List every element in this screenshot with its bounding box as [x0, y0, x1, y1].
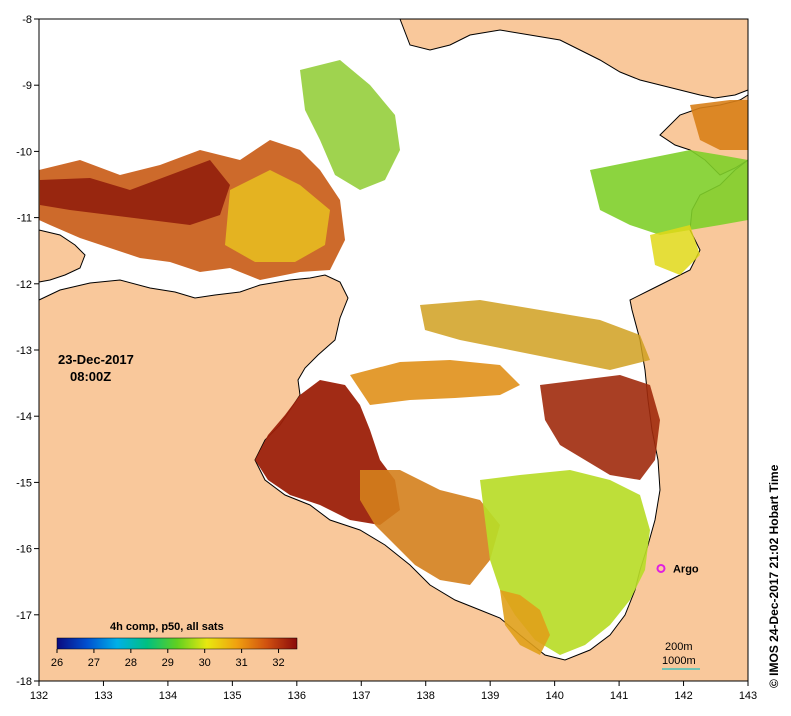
land-northern-territory — [38, 158, 749, 682]
sst-patch-scatter-north — [300, 60, 400, 190]
y-tick-label: -9 — [22, 80, 32, 92]
y-tick-label: -12 — [16, 279, 32, 291]
credit-text: © IMOS 24-Dec-2017 21:02 Hobart Time — [767, 464, 781, 688]
sst-patch-central-orange — [350, 360, 520, 405]
argo-marker: Argo — [656, 563, 699, 575]
argo-icon — [656, 563, 666, 573]
sst-patch-south-orange — [360, 470, 500, 585]
colorbar-tick-label: 32 — [272, 657, 284, 669]
colorbar-tick-label: 27 — [88, 657, 100, 669]
sst-patch-east-hot — [540, 375, 660, 480]
colorbar — [56, 637, 298, 650]
time-label: 08:00Z — [70, 369, 111, 384]
x-tick-label: 132 — [30, 690, 48, 702]
land-new-guinea — [399, 18, 749, 99]
sst-patch-northeast-orange — [690, 100, 748, 150]
y-tick-label: -14 — [16, 411, 32, 423]
sst-patch-northwest-cool — [225, 170, 330, 262]
y-tick-label: -8 — [22, 14, 32, 26]
contour-1000m-label: 1000m — [662, 655, 696, 667]
x-tick-label: 135 — [223, 690, 241, 702]
sst-patch-central-north — [420, 300, 650, 370]
x-tick-label: 138 — [417, 690, 435, 702]
x-tick-label: 136 — [288, 690, 306, 702]
sst-patch-east-yellow — [650, 225, 700, 275]
date-label: 23-Dec-2017 — [58, 352, 134, 367]
y-tick-label: -17 — [16, 610, 32, 622]
sst-patch-northeast — [590, 150, 748, 235]
land-islands-northwest — [38, 229, 86, 283]
colorbar-ticks: 26 27 28 29 30 31 32 — [51, 649, 285, 669]
y-tick-label: -16 — [16, 544, 32, 556]
y-tick-label: -13 — [16, 345, 32, 357]
depth-contour-key: 200m 1000m — [662, 641, 700, 670]
x-tick-label: 140 — [545, 690, 563, 702]
y-tick-label: -15 — [16, 477, 32, 489]
legend-title: 4h comp, p50, all sats — [110, 621, 224, 633]
colorbar-tick-label: 28 — [125, 657, 137, 669]
x-tick-label: 141 — [610, 690, 628, 702]
y-tick-label: -10 — [16, 146, 32, 158]
contour-200m-label: 200m — [665, 641, 693, 653]
y-tick-label: -18 — [16, 676, 32, 688]
sst-patch-south-tip — [500, 590, 550, 655]
y-tick-label: -11 — [17, 213, 32, 225]
x-tick-label: 142 — [674, 690, 692, 702]
sst-patch-northwest-hot — [40, 160, 230, 225]
x-tick-label: 139 — [481, 690, 499, 702]
x-tick-label: 133 — [94, 690, 112, 702]
longitude-axis: 132 133 134 135 136 137 138 139 140 141 142 143 — [30, 681, 757, 702]
colorbar-tick-label: 31 — [235, 657, 247, 669]
x-tick-label: 143 — [739, 690, 757, 702]
color-legend: 4h comp, p50, all sats 26 27 28 29 30 31 32 — [51, 621, 298, 669]
argo-label: Argo — [673, 563, 699, 575]
colorbar-tick-label: 26 — [51, 657, 63, 669]
x-tick-label: 134 — [159, 690, 177, 702]
x-tick-label: 137 — [352, 690, 370, 702]
colorbar-tick-label: 30 — [199, 657, 211, 669]
latitude-axis: -8 -9 -10 -11 -12 -13 -14 -15 -16 -17 -18 — [16, 14, 39, 688]
colorbar-tick-label: 29 — [162, 657, 174, 669]
sst-data-layer — [39, 60, 748, 655]
